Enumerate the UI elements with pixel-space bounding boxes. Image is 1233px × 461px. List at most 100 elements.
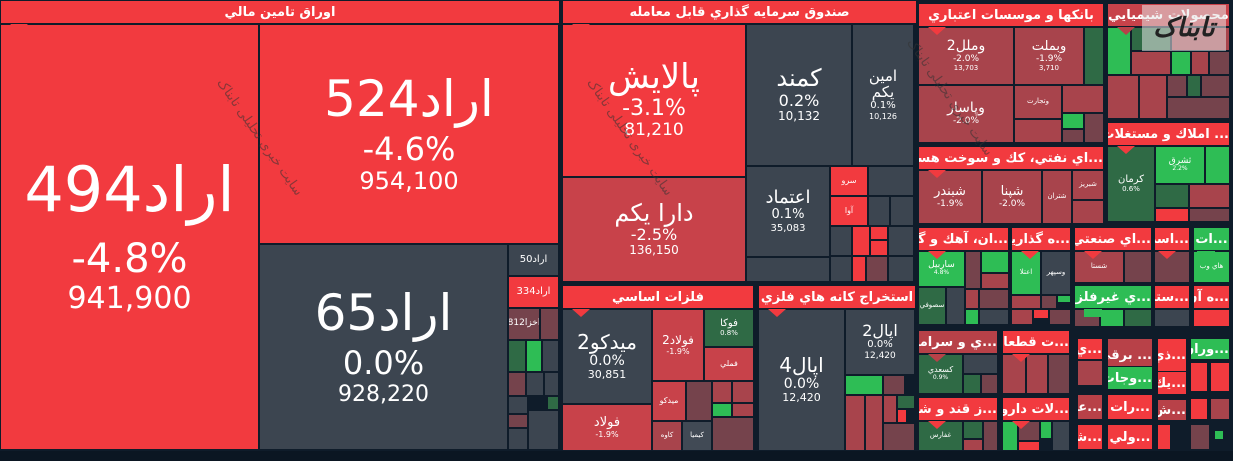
tile-small[interactable] (1107, 75, 1139, 119)
sector-header[interactable]: ...ذي (1157, 338, 1187, 372)
tile-kerman[interactable]: كرمان 0.6% (1107, 146, 1155, 222)
tile-small[interactable] (897, 395, 915, 409)
tile-small[interactable] (1191, 51, 1209, 75)
sector-header[interactable]: ...وجات (1107, 366, 1153, 390)
tile-vabmellat[interactable]: وبملت -1.9% 3,710 (1014, 27, 1084, 85)
tile-small[interactable] (981, 251, 1009, 273)
tile-small[interactable] (1062, 129, 1084, 143)
tile-small[interactable] (528, 410, 559, 450)
tile-small[interactable] (1171, 51, 1191, 75)
tile-small[interactable] (1107, 27, 1131, 75)
tile-small[interactable] (1124, 251, 1152, 283)
tile-small[interactable] (508, 372, 526, 396)
tile-small[interactable] (1189, 184, 1230, 208)
tile-kaveh[interactable]: كاوه (652, 421, 682, 451)
sector-header[interactable]: ...ات (1193, 227, 1230, 251)
tile-small[interactable] (1100, 309, 1124, 327)
tile-small[interactable] (979, 309, 1009, 325)
tile-small[interactable] (1084, 27, 1104, 85)
tile-small[interactable] (1167, 75, 1187, 97)
tile-small[interactable] (1124, 309, 1152, 327)
tile-small[interactable] (1167, 97, 1230, 119)
sector-header[interactable]: استخراج كانه هاي فلزي (758, 285, 916, 309)
tile-small[interactable] (1187, 75, 1201, 97)
tile-small[interactable] (888, 226, 914, 256)
tile-fooka[interactable]: فوكا 0.8% (704, 309, 754, 347)
sector-header[interactable]: ...وران (1190, 338, 1230, 360)
sector-header[interactable]: ...سته (1154, 285, 1190, 309)
tile-small[interactable] (845, 395, 865, 451)
tile-small[interactable] (981, 374, 998, 394)
sector-header[interactable]: ...ي (1077, 338, 1103, 360)
tile-small[interactable] (1062, 113, 1084, 129)
tile-sarv[interactable]: سرو (830, 166, 868, 196)
tile-small[interactable] (508, 340, 526, 372)
tile-small[interactable] (983, 421, 998, 451)
tile-small[interactable] (1033, 309, 1049, 319)
sector-header[interactable]: ...اسط (1154, 227, 1190, 251)
tile-small[interactable] (897, 409, 907, 423)
tile-arad65[interactable]: اراد65 0.0% 928,220 (259, 244, 508, 450)
tile-small[interactable] (963, 439, 983, 451)
tile-small[interactable] (965, 309, 979, 325)
tile-arad334[interactable]: اراد334 (508, 276, 559, 308)
sector-header[interactable]: ...ز قند و شكر (918, 397, 998, 421)
tile-small[interactable] (1062, 85, 1104, 113)
sector-header[interactable]: ...عتي (1077, 394, 1103, 420)
tile-small[interactable] (1214, 430, 1224, 440)
sector-header[interactable]: ...ش (1157, 399, 1187, 421)
sector-header[interactable]: ...يك (1157, 371, 1187, 395)
tile-apal2[interactable]: اپال2 0.0% 12,420 (845, 309, 915, 375)
tile-small[interactable] (865, 395, 883, 451)
tile-shebriz[interactable]: شبريز (1072, 170, 1104, 200)
tile-small[interactable] (1077, 360, 1103, 386)
tile-fameli[interactable]: فملي (704, 347, 754, 381)
tile-small[interactable] (1018, 441, 1040, 451)
tile-small[interactable] (1011, 309, 1033, 325)
tile-small[interactable] (508, 414, 528, 428)
tile-small[interactable] (1190, 398, 1208, 420)
tile-small[interactable] (870, 226, 888, 240)
tile-small[interactable] (1157, 424, 1171, 450)
tile-akhza812[interactable]: اخزا812 (508, 308, 540, 340)
tile-small[interactable] (732, 381, 754, 403)
tile-arad494[interactable]: اراد494 -4.8% 941,900 (0, 24, 259, 450)
tile-shepna[interactable]: شپنا -2.0% (982, 170, 1042, 224)
tile-small[interactable] (965, 289, 979, 309)
sector-header[interactable]: ...رات (1107, 394, 1153, 420)
tile-foolad2[interactable]: فولاد2 -1.9% (652, 309, 704, 381)
tile-small[interactable] (1057, 295, 1071, 303)
sector-header[interactable]: ...لات دارويي (1002, 397, 1070, 421)
tile-small[interactable] (1048, 354, 1070, 394)
tile-small[interactable] (890, 196, 914, 226)
tile-small[interactable] (965, 251, 981, 289)
tile-apal4[interactable]: اپال4 0.0% 12,420 (758, 309, 845, 451)
tile-small[interactable] (1205, 146, 1230, 184)
sector-header[interactable]: ... املاك و مستغلات (1107, 122, 1230, 146)
tile-small[interactable] (1155, 184, 1189, 208)
tile-small[interactable] (1084, 113, 1104, 143)
sector-header[interactable]: ...ي غيرفلزي (1074, 285, 1152, 309)
sector-header[interactable]: ...ه گذاريها (1011, 227, 1071, 251)
tile-amin-yekom[interactable]: امين يكم 0.1% 10,126 (852, 24, 914, 166)
tile-shetran[interactable]: شتران (1042, 170, 1072, 224)
tile-small[interactable] (883, 375, 905, 395)
tile-small[interactable] (547, 396, 559, 410)
tile-small[interactable] (1049, 309, 1071, 325)
tile-small[interactable] (1072, 200, 1104, 224)
tile-palayesh[interactable]: پالايش -3.1% 81,210 (562, 24, 746, 177)
tile-small[interactable] (712, 403, 732, 417)
tile-small[interactable] (830, 226, 852, 256)
tile-arad524[interactable]: اراد524 -4.6% 954,100 (259, 24, 559, 244)
tile-small[interactable] (866, 256, 888, 282)
tile-small[interactable] (883, 423, 915, 451)
tile-small[interactable] (963, 421, 983, 439)
sector-header[interactable]: ...ت قطعات (1002, 330, 1070, 354)
sector-header[interactable]: اوراق تامين مالي (0, 0, 560, 24)
tile-small[interactable] (1131, 51, 1171, 75)
tile-sesufi[interactable]: سصوفي (918, 287, 946, 325)
tile-small[interactable] (1139, 75, 1167, 119)
tile-small[interactable] (946, 287, 965, 325)
tile-small[interactable] (712, 381, 732, 403)
tile-small[interactable] (1189, 208, 1230, 222)
